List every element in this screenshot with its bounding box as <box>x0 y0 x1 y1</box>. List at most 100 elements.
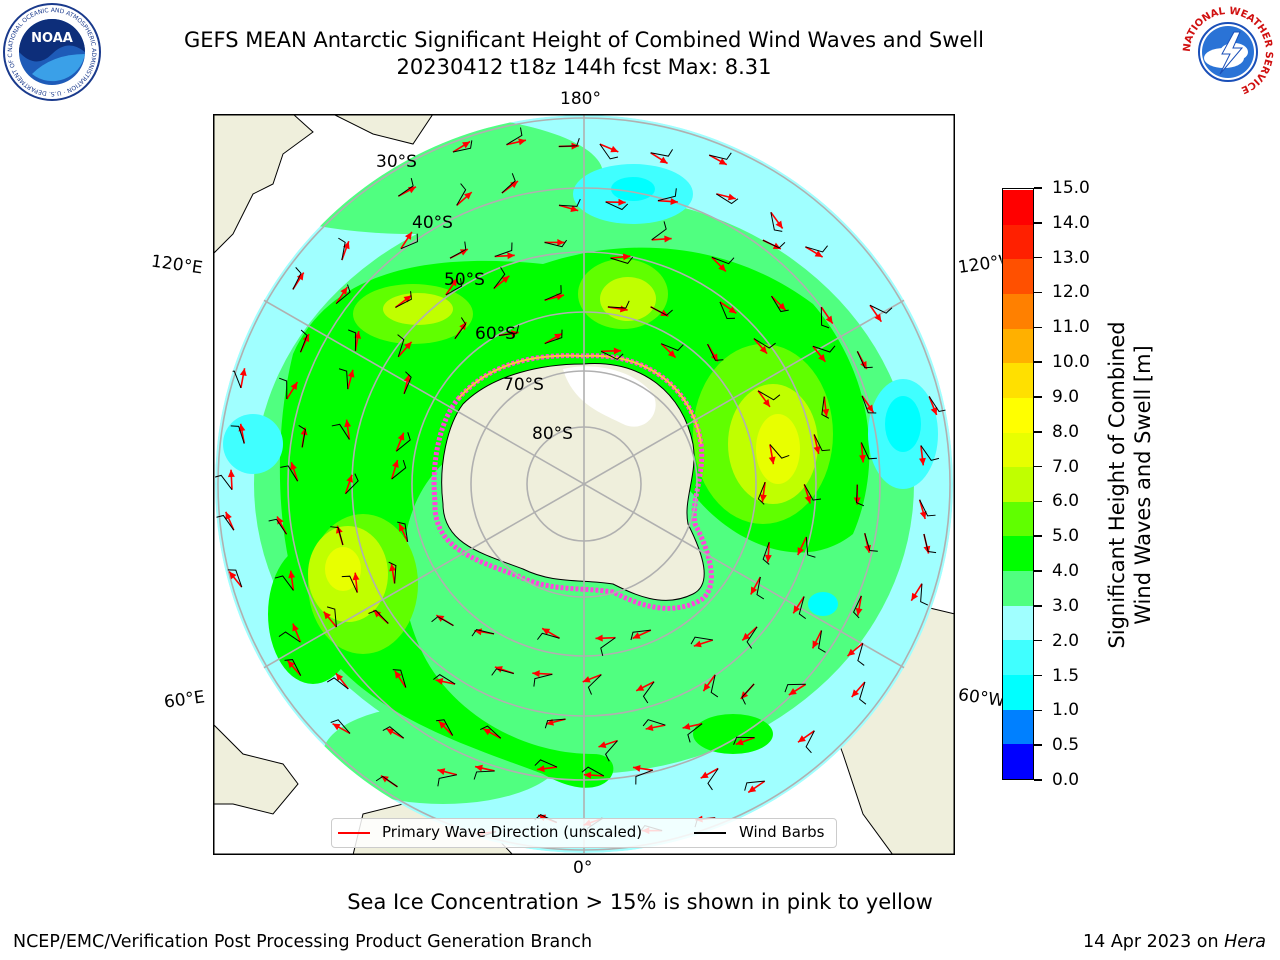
colorbar-segment <box>1003 535 1033 572</box>
colorbar-tick <box>1034 256 1042 259</box>
colorbar-tick-label: 1.0 <box>1052 700 1080 721</box>
colorbar-tick-label: 14.0 <box>1052 212 1090 233</box>
colorbar-segment <box>1003 605 1033 641</box>
wave-arrow-head <box>344 419 352 428</box>
wave-arrow-head <box>292 623 299 632</box>
wind-barb <box>856 351 873 369</box>
wave-arrow-head <box>542 628 551 635</box>
colorbar-tick <box>1034 639 1042 642</box>
wind-barb <box>756 576 765 600</box>
wind-barb <box>536 632 560 640</box>
wind-barb <box>657 188 677 202</box>
wind-barb <box>544 239 568 248</box>
wind-barb <box>600 350 624 360</box>
wind-barb <box>630 629 651 641</box>
wind-barb <box>798 596 807 620</box>
noaa-logo: NATIONAL OCEANIC AND ATMOSPHERIC ADMINIS… <box>0 0 102 102</box>
colorbar-tick <box>1034 465 1042 468</box>
wind-barb <box>812 345 836 353</box>
wave-arrow-head <box>332 723 341 731</box>
wave-arrow-head <box>797 735 806 743</box>
colorbar-segment <box>1003 397 1033 433</box>
wind-barb <box>493 267 506 289</box>
lon-label-right-lower: 60°W <box>956 685 1004 711</box>
colorbar-tick-label: 6.0 <box>1052 491 1080 512</box>
wave-arrow-head <box>290 382 298 391</box>
colorbar-tick <box>1034 222 1042 224</box>
wind-barbs-legend-line <box>694 832 726 834</box>
wind-barb <box>746 626 758 649</box>
wave-arrow-head <box>622 253 631 261</box>
wind-barb <box>348 329 357 351</box>
wind-barb <box>397 334 405 357</box>
wind-barb <box>215 514 235 531</box>
wind-barb <box>741 683 755 705</box>
wave-arrow-head <box>822 408 830 417</box>
wave-direction-legend-line <box>338 832 370 834</box>
wave-arrow-head <box>340 287 348 295</box>
wind-barb <box>392 669 407 688</box>
wind-barb <box>719 301 735 319</box>
wind-barb <box>558 198 581 207</box>
wind-barb <box>330 719 351 734</box>
wave-arrow-head <box>718 158 727 165</box>
wind-barb <box>456 183 467 206</box>
wave-arrow-head <box>323 611 331 620</box>
wave-arrow-head <box>404 341 412 350</box>
colorbar-tick <box>1034 570 1042 572</box>
wind-barb <box>326 606 337 628</box>
wind-barb <box>335 284 351 305</box>
wave-arrow-head <box>438 721 447 729</box>
wave-arrow-head <box>510 181 518 189</box>
lat-label-30s: 30°S <box>376 152 417 172</box>
nws-logo: NATIONAL WEATHER SERVICE <box>1178 2 1278 102</box>
wind-barb <box>433 674 456 685</box>
wind-barb <box>769 444 790 459</box>
wind-barb <box>300 329 308 353</box>
colorbar-tick <box>1034 674 1042 677</box>
colorbar-tick-label: 11.0 <box>1052 317 1090 338</box>
wind-barb <box>292 267 302 290</box>
wave-arrow-head <box>703 683 711 692</box>
wave-arrow-head <box>759 494 767 502</box>
wind-barb <box>733 736 755 745</box>
wind-barb <box>762 239 786 249</box>
colorbar-tick-label: 3.0 <box>1052 595 1080 616</box>
colorbar-tick <box>1034 500 1042 503</box>
wind-barb <box>230 425 245 444</box>
lat-label-60s: 60°S <box>475 324 516 344</box>
wave-arrow-head <box>632 764 641 772</box>
wind-barb <box>869 304 893 314</box>
wave-arrow-head <box>670 198 678 205</box>
wind-barb <box>803 484 822 501</box>
wind-barb <box>398 178 414 197</box>
colorbar-tick <box>1034 605 1042 607</box>
wind-barb <box>494 242 513 257</box>
wave-arrow-head <box>693 640 702 648</box>
wave-arrow-head <box>735 738 744 746</box>
wind-barb <box>744 780 765 791</box>
wave-arrow-head <box>700 771 709 779</box>
colorbar-segment <box>1003 293 1033 329</box>
wave-arrow-head <box>804 495 812 504</box>
wave-arrow-head <box>613 347 622 355</box>
wind-barb <box>395 291 412 308</box>
wind-barb <box>454 317 467 340</box>
wave-arrow-head <box>518 138 526 146</box>
wave-arrow-head <box>911 592 919 601</box>
colorbar-segment <box>1003 189 1033 225</box>
wind-barb <box>491 668 514 676</box>
wave-arrow-head <box>464 192 472 200</box>
wind-barb <box>449 241 467 259</box>
lon-label-bottom: 0° <box>573 858 593 878</box>
wind-barb <box>397 521 409 542</box>
wave-arrow-head <box>812 640 819 649</box>
colorbar-tick <box>1034 326 1042 329</box>
wind-barb <box>600 637 616 656</box>
wave-arrow-head <box>397 432 405 441</box>
colorbar-tick <box>1034 431 1042 433</box>
wave-arrow-head <box>352 572 360 581</box>
colorbar-segment <box>1003 258 1033 294</box>
colorbar-tick-label: 9.0 <box>1052 386 1080 407</box>
colorbar-segment <box>1003 501 1033 537</box>
